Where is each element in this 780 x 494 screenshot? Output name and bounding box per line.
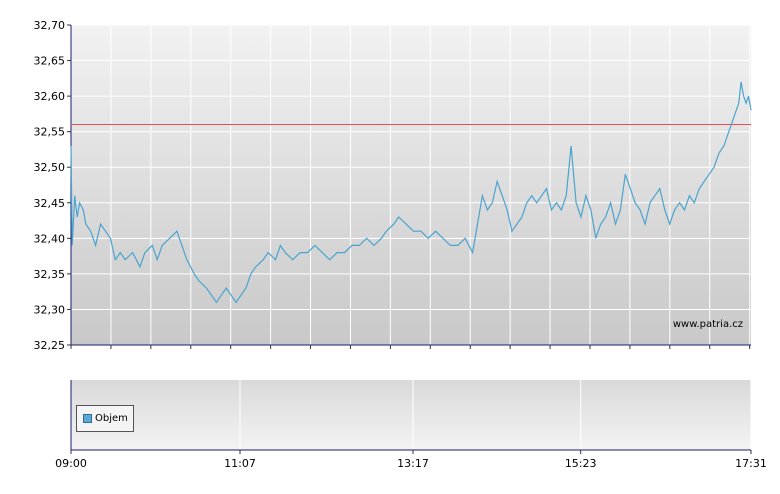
y-tick-label: 32,50: [34, 161, 66, 174]
x-tick-label: 09:00: [55, 457, 87, 470]
y-tick-label: 32,45: [34, 197, 66, 210]
y-tick-label: 32,60: [34, 90, 66, 103]
price-series-line: [70, 81, 752, 304]
x-tick-label: 15:23: [565, 457, 597, 470]
volume-plot-area: [71, 380, 751, 450]
x-tick-label: 13:17: [397, 457, 429, 470]
y-tick-label: 32,30: [34, 303, 66, 316]
y-tick-label: 32,55: [34, 126, 66, 139]
y-tick-label: 32,65: [34, 55, 66, 68]
y-tick-label: 32,35: [34, 268, 66, 281]
y-tick-label: 32,40: [34, 232, 66, 245]
watermark: www.patria.cz: [673, 319, 743, 330]
legend-label: Objem: [95, 413, 128, 424]
price-plot-area: [71, 25, 751, 345]
x-tick-label: 11:07: [224, 457, 256, 470]
x-tick-label: 17:31: [735, 457, 767, 470]
legend-volume: Objem: [76, 405, 134, 432]
legend-swatch: [83, 414, 92, 423]
y-tick-label: 32,25: [34, 339, 66, 352]
y-tick-label: 32,70: [34, 19, 66, 32]
